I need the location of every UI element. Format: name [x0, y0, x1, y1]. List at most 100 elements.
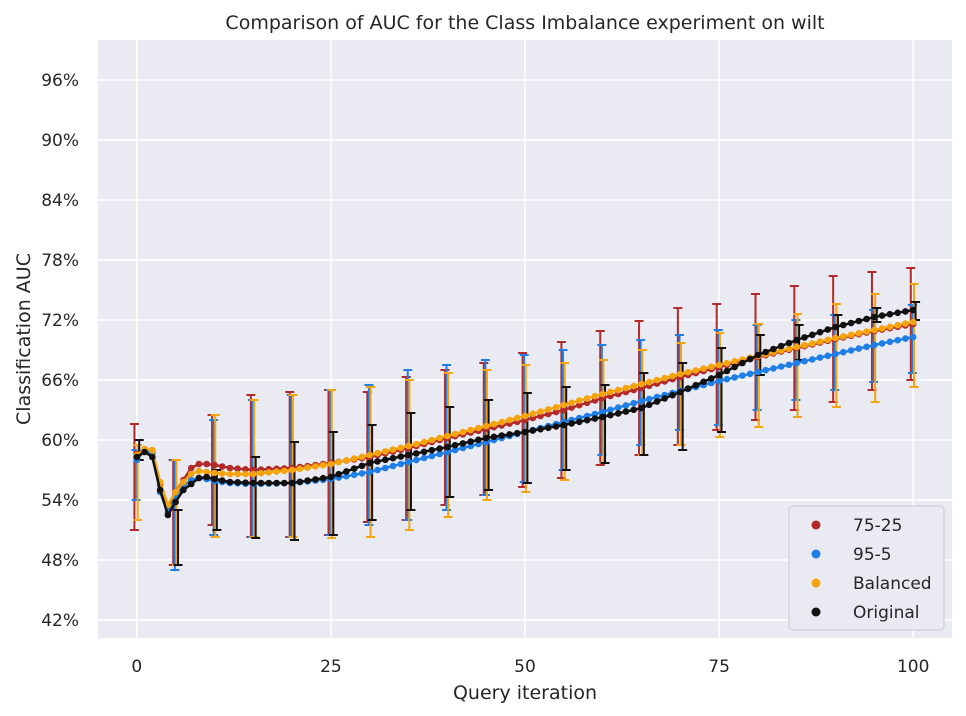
data-point	[382, 448, 389, 455]
legend-marker-original	[811, 607, 821, 617]
data-point	[226, 464, 234, 472]
data-point	[700, 378, 707, 386]
data-point	[304, 477, 311, 484]
data-point	[234, 479, 241, 486]
data-point	[770, 345, 777, 353]
data-point	[824, 336, 832, 344]
data-point	[638, 397, 645, 405]
data-point	[218, 463, 226, 470]
data-point	[413, 450, 420, 457]
data-point	[405, 442, 412, 450]
data-point	[739, 372, 746, 379]
data-point	[343, 468, 350, 475]
data-point	[669, 391, 676, 399]
data-point	[451, 446, 459, 454]
data-point	[754, 368, 762, 376]
data-point	[909, 333, 917, 341]
data-point	[871, 341, 878, 349]
data-point	[358, 462, 366, 470]
y-tick-label: 42%	[41, 611, 79, 631]
legend-marker-95-5	[811, 549, 821, 559]
legend-label-95-5: 95-5	[853, 545, 892, 565]
data-point	[661, 374, 668, 382]
y-tick-label: 48%	[41, 551, 79, 571]
data-point	[863, 315, 870, 323]
data-point	[545, 410, 552, 418]
data-point	[824, 326, 832, 333]
data-point	[521, 412, 529, 420]
data-point	[389, 454, 397, 462]
data-point	[614, 410, 622, 417]
data-point	[855, 317, 863, 325]
data-point	[645, 378, 653, 386]
data-point	[195, 467, 203, 475]
error-bar-original	[484, 399, 494, 491]
data-point	[382, 464, 389, 472]
data-point	[545, 424, 552, 432]
data-point	[203, 460, 210, 468]
data-point	[203, 473, 210, 481]
data-point	[777, 347, 785, 354]
data-point	[420, 448, 428, 456]
data-point	[847, 347, 855, 354]
data-point	[195, 474, 203, 482]
data-point	[312, 463, 319, 470]
data-point	[684, 385, 692, 392]
data-point	[436, 434, 443, 442]
data-point	[645, 395, 653, 403]
data-point	[218, 477, 226, 484]
data-point	[630, 406, 637, 414]
data-point	[552, 408, 560, 416]
data-point	[599, 408, 606, 416]
y-tick-label: 66%	[41, 371, 79, 391]
data-point	[878, 340, 886, 347]
data-point	[389, 462, 397, 470]
data-point	[599, 413, 606, 421]
error-bar-balanced	[715, 332, 725, 438]
data-point	[552, 423, 560, 430]
data-point	[242, 479, 249, 487]
data-point	[708, 375, 715, 382]
data-point	[715, 361, 723, 369]
legend-label-original: Original	[853, 603, 920, 623]
data-point	[816, 338, 824, 345]
data-point	[273, 479, 280, 487]
data-point	[257, 479, 265, 487]
data-point	[871, 313, 878, 321]
data-point	[545, 406, 552, 413]
error-bar-original	[561, 386, 571, 471]
data-point	[902, 308, 909, 315]
data-point	[335, 470, 343, 478]
data-point	[428, 446, 436, 454]
data-point	[187, 470, 195, 478]
data-point	[459, 440, 467, 447]
data-point	[343, 472, 350, 480]
data-point	[894, 309, 901, 317]
x-tick-label: 50	[514, 657, 536, 677]
data-point	[568, 399, 575, 407]
data-point	[490, 420, 498, 428]
data-point	[529, 427, 537, 434]
data-point	[366, 459, 374, 467]
data-point	[149, 453, 156, 461]
y-tick-labels: 42% 48% 54% 60% 66% 72% 78% 84% 90% 96%	[41, 71, 79, 631]
legend-box	[788, 505, 945, 631]
data-point	[607, 388, 614, 396]
data-point	[498, 418, 506, 426]
data-point	[366, 468, 374, 476]
data-point	[591, 410, 599, 418]
error-bar-original	[289, 441, 299, 541]
data-point	[281, 479, 288, 487]
x-tick-label: 75	[708, 657, 730, 677]
data-point	[630, 382, 637, 390]
data-point	[513, 429, 521, 437]
error-bar-original	[522, 392, 532, 484]
data-point	[195, 460, 203, 468]
data-point	[816, 328, 824, 336]
data-point	[638, 404, 645, 412]
error-bar-original	[716, 347, 726, 433]
data-point	[692, 367, 700, 374]
data-point	[746, 370, 754, 378]
data-point	[428, 436, 436, 444]
